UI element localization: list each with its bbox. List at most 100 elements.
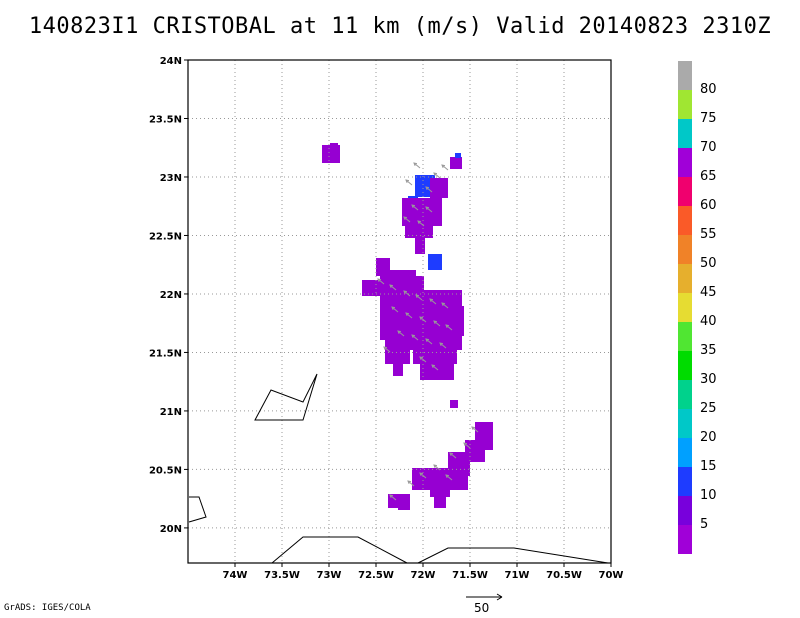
wind-fill-cell xyxy=(398,500,410,510)
wind-vector xyxy=(419,316,427,323)
colorbar-label: 50 xyxy=(700,256,717,271)
wind-fill-cell xyxy=(385,340,410,364)
lat-tick-label: 20N xyxy=(160,524,182,535)
wind-fill-cell xyxy=(322,145,340,163)
colorbar-swatch xyxy=(678,90,692,119)
wind-vector xyxy=(431,364,439,371)
colorbar-swatch xyxy=(678,496,692,525)
wind-fill-cell xyxy=(430,485,450,497)
wind-fill-cell xyxy=(430,178,448,198)
wind-vector xyxy=(389,494,397,501)
latitude-ticks: 24N 23.5N 23N 22.5N 22N 21.5N 21N 20.5N 20N xyxy=(149,56,188,535)
lon-tick-label: 74W xyxy=(223,570,248,581)
grads-credit: GrADS: IGES/COLA xyxy=(4,603,91,613)
wind-fill-cell xyxy=(412,468,468,490)
colorbar-swatch xyxy=(678,525,692,554)
lat-tick-label: 23N xyxy=(160,173,182,184)
wind-vector xyxy=(391,306,399,313)
wind-vector xyxy=(419,472,427,479)
wind-vector xyxy=(389,284,397,291)
wind-vector xyxy=(433,320,441,327)
colorbar-swatch xyxy=(678,235,692,264)
wind-vector xyxy=(407,480,415,487)
colorbar-label: 5 xyxy=(700,517,708,532)
colorbar-label: 30 xyxy=(700,372,717,387)
colorbar-label: 35 xyxy=(700,343,717,358)
wind-fill-cell xyxy=(413,338,457,364)
scale-arrow-label: 50 xyxy=(474,601,490,615)
map-frame xyxy=(187,59,612,564)
lat-tick-label: 20.5N xyxy=(149,465,182,476)
wind-vector xyxy=(417,220,425,227)
wind-vector xyxy=(433,464,441,471)
colorbar-label: 25 xyxy=(700,401,717,416)
lat-tick-label: 21.5N xyxy=(149,348,182,359)
wind-vector xyxy=(413,162,421,169)
colorbar-swatch xyxy=(678,293,692,322)
colorbar-label: 65 xyxy=(700,169,717,184)
wind-vector xyxy=(403,290,411,297)
wind-vector xyxy=(419,356,427,363)
wind-vector xyxy=(471,426,479,433)
lat-tick-label: 21N xyxy=(160,407,182,418)
wind-fill-cell xyxy=(402,276,424,294)
wind-vector xyxy=(425,338,433,345)
colorbar-swatch xyxy=(678,467,692,496)
colorbar-swatch xyxy=(678,119,692,148)
wind-fill-cell xyxy=(455,153,461,158)
colorbar-swatch xyxy=(678,409,692,438)
colorbar-label: 60 xyxy=(700,198,717,213)
colorbar-label: 75 xyxy=(700,111,717,126)
wind-vector xyxy=(425,206,433,213)
lon-tick-label: 70W xyxy=(599,570,624,581)
lon-tick-label: 72W xyxy=(411,570,436,581)
lon-tick-label: 71.5W xyxy=(452,570,488,581)
wind-vector xyxy=(441,164,449,171)
colorbar-swatch xyxy=(678,322,692,351)
wind-vector xyxy=(411,334,419,341)
wind-vector xyxy=(425,186,433,193)
wind-fill-cell xyxy=(434,496,446,508)
wind-vector xyxy=(445,474,453,481)
wind-fill-cell xyxy=(330,143,338,149)
lon-tick-label: 73W xyxy=(317,570,342,581)
grid-lines xyxy=(188,60,611,563)
wind-vector xyxy=(449,452,457,459)
wind-vector xyxy=(433,172,441,179)
wind-fill-cell xyxy=(393,362,403,376)
colorbar-label: 70 xyxy=(700,140,717,155)
coastlines xyxy=(188,373,609,564)
colorbar-swatch xyxy=(678,264,692,293)
lon-tick-label: 73.5W xyxy=(264,570,300,581)
wind-vector xyxy=(403,216,411,223)
wind-vector xyxy=(405,179,413,186)
colorbar-swatch xyxy=(678,148,692,177)
colorbar-label: 40 xyxy=(700,314,717,329)
colorbar: 5 10 15 20 25 30 35 40 45 50 55 60 65 70 75 80 xyxy=(678,61,717,554)
wind-vectors xyxy=(377,162,479,501)
lat-tick-label: 22.5N xyxy=(149,231,182,242)
coastline-left-edge xyxy=(188,496,207,523)
wind-fill-cell xyxy=(405,224,433,238)
wind-vector xyxy=(463,442,471,449)
wind-vector xyxy=(411,204,419,211)
colorbar-swatch xyxy=(678,380,692,409)
wind-fill-cell xyxy=(428,254,442,270)
colorbar-swatch xyxy=(678,351,692,380)
wind-speed-fills xyxy=(322,143,493,510)
colorbar-swatch xyxy=(678,438,692,467)
coastline-island-west xyxy=(254,373,318,421)
wind-fill-cell xyxy=(450,400,458,408)
colorbar-swatch xyxy=(678,61,692,90)
wind-vector xyxy=(405,312,413,319)
wind-fill-cell xyxy=(450,157,462,169)
colorbar-swatch xyxy=(678,206,692,235)
colorbar-label: 10 xyxy=(700,488,717,503)
colorbar-label: 20 xyxy=(700,430,717,445)
wind-vector xyxy=(415,294,423,301)
wind-fill-cell xyxy=(402,198,442,226)
wind-vector xyxy=(441,302,449,309)
lon-tick-label: 70.5W xyxy=(546,570,582,581)
colorbar-swatch xyxy=(678,177,692,206)
